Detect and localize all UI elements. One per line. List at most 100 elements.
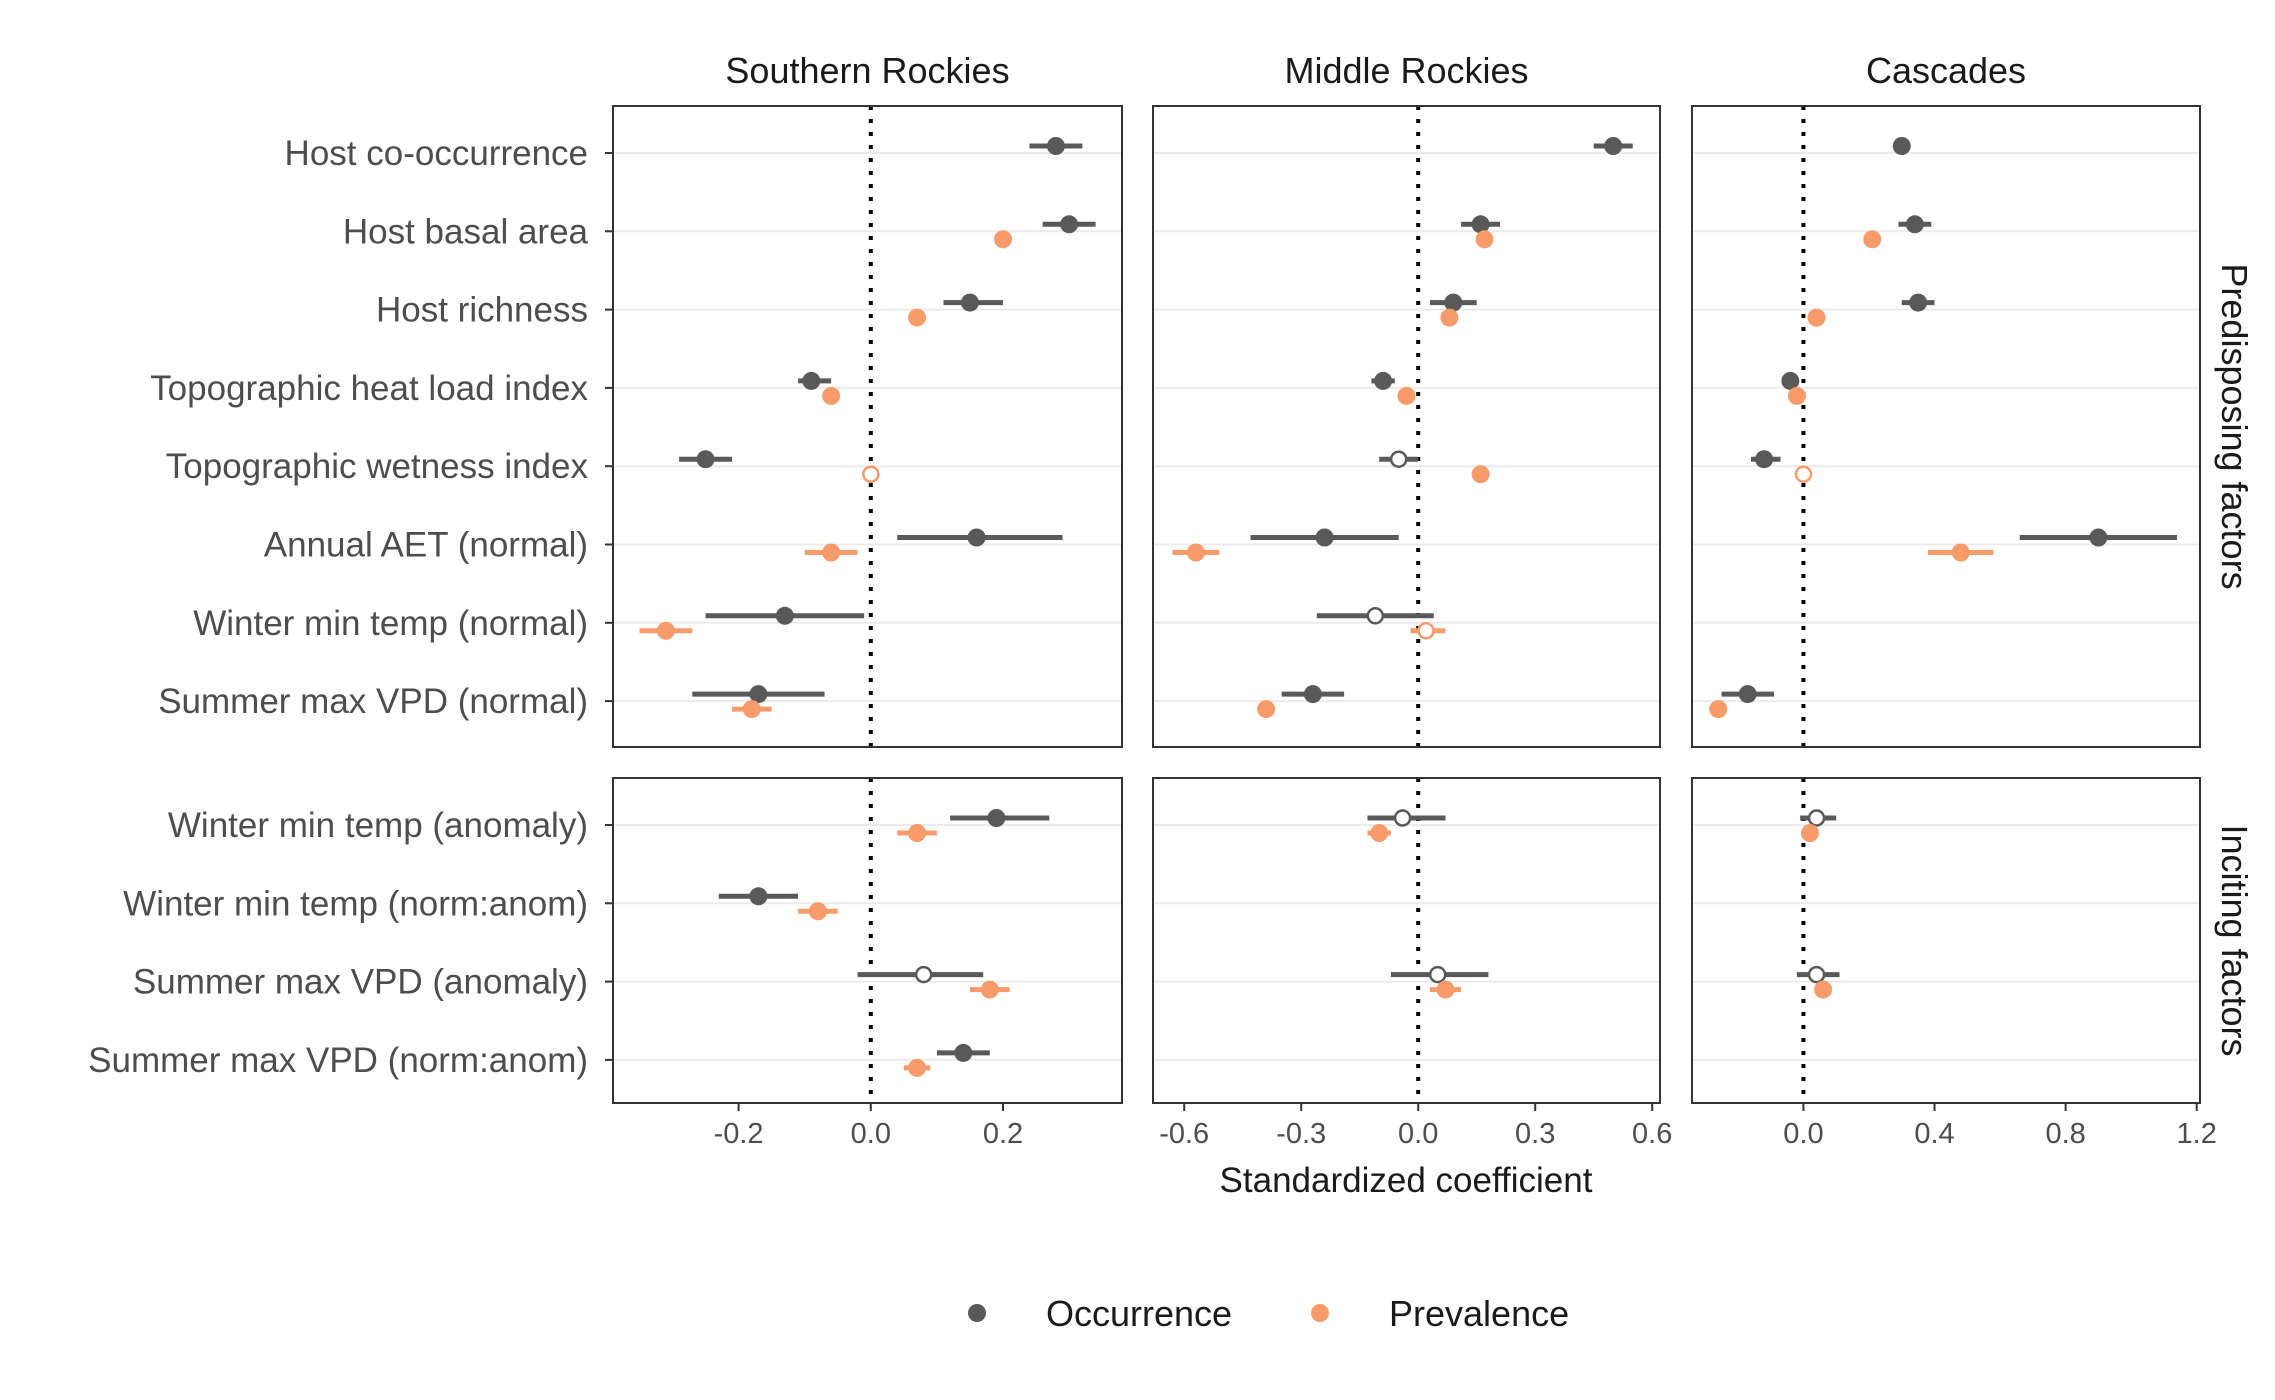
legend-item-prevalence: Prevalence [1311, 1293, 1569, 1334]
x-tick-label: 0.3 [1515, 1118, 1555, 1150]
point-prevalence-southern-rockies-summer-max-vpd-anomaly [980, 980, 999, 999]
point-prevalence-middle-rockies-summer-max-vpd-anomaly [1436, 980, 1455, 999]
point-prevalence-southern-rockies-winter-min-temp-normal [656, 621, 675, 640]
y-label-summer-max-vpd-norm-anom: Summer max VPD (norm:anom) [88, 1041, 588, 1080]
x-tick-label: -0.3 [1276, 1118, 1326, 1150]
y-label-host-co-occurrence: Host co-occurrence [285, 134, 588, 173]
point-prevalence-southern-rockies-topographic-heat-load-index [822, 386, 841, 405]
legend-label-occurrence: Occurrence [1046, 1293, 1232, 1334]
legend-label-prevalence: Prevalence [1389, 1293, 1569, 1334]
point-prevalence-southern-rockies-annual-aet-normal [822, 543, 841, 562]
point-prevalence-middle-rockies-host-richness [1440, 308, 1459, 327]
panel-middle-rockies-predisposing-factors [1152, 105, 1661, 748]
panel-border [612, 105, 1123, 748]
point-occurrence-southern-rockies-topographic-heat-load-index [802, 371, 821, 390]
point-occurrence-middle-rockies-annual-aet-normal [1315, 528, 1334, 547]
point-prevalence-southern-rockies-host-richness [908, 308, 927, 327]
series-prevalence [639, 230, 1994, 1077]
panel-border [1152, 777, 1661, 1104]
y-label-winter-min-temp-anomaly: Winter min temp (anomaly) [168, 806, 588, 845]
point-prevalence-middle-rockies-topographic-wetness-index [1471, 465, 1490, 484]
point-occurrence-middle-rockies-host-richness [1444, 293, 1463, 312]
panel-border [1691, 105, 2201, 748]
panel-border [612, 777, 1123, 1104]
point-prevalence-cascades-winter-min-temp-anomaly [1800, 824, 1819, 842]
point-occurrence-cascades-topographic-wetness-index [1755, 450, 1774, 469]
panel-southern-rockies-predisposing-factors [612, 105, 1123, 748]
point-prevalence-cascades-summer-max-vpd-normal [1709, 700, 1728, 719]
legend-key-prevalence [1311, 1304, 1329, 1322]
point-occurrence-middle-rockies-topographic-heat-load-index [1374, 371, 1393, 390]
point-prevalence-southern-rockies-summer-max-vpd-norm-anom [908, 1058, 927, 1077]
point-prevalence-middle-rockies-host-basal-area [1475, 230, 1494, 249]
point-prevalence-cascades-annual-aet-normal [1951, 543, 1970, 562]
point-occurrence-southern-rockies-summer-max-vpd-norm-anom [954, 1043, 973, 1062]
point-prevalence-cascades-host-basal-area [1863, 230, 1882, 249]
x-tick-label: 1.2 [2177, 1118, 2217, 1150]
point-prevalence-middle-rockies-winter-min-temp-normal [1417, 622, 1435, 640]
point-occurrence-southern-rockies-topographic-wetness-index [696, 450, 715, 469]
point-prevalence-middle-rockies-summer-max-vpd-normal [1257, 700, 1276, 719]
legend-key-occurrence [968, 1304, 986, 1322]
point-occurrence-southern-rockies-annual-aet-normal [967, 528, 986, 547]
point-occurrence-cascades-winter-min-temp-anomaly [1807, 809, 1826, 827]
y-label-host-richness: Host richness [376, 291, 588, 330]
point-occurrence-cascades-annual-aet-normal [2089, 528, 2108, 547]
point-occurrence-middle-rockies-winter-min-temp-anomaly [1393, 809, 1412, 827]
panel-cascades-inciting-factors [1691, 777, 2201, 1104]
point-occurrence-cascades-summer-max-vpd-normal [1738, 685, 1757, 704]
point-prevalence-southern-rockies-winter-min-temp-norm-anom [808, 902, 827, 921]
x-tick-label: 0.8 [2045, 1118, 2085, 1150]
point-occurrence-middle-rockies-summer-max-vpd-anomaly [1428, 965, 1447, 984]
y-label-topographic-wetness-index: Topographic wetness index [166, 447, 589, 486]
legend-item-occurrence: Occurrence [968, 1293, 1232, 1334]
point-occurrence-middle-rockies-host-co-occurrence [1604, 137, 1623, 155]
panel-title-southern-rockies: Southern Rockies [725, 50, 1009, 91]
panel-title-cascades: Cascades [1866, 50, 2026, 91]
x-tick-label: 0.0 [1398, 1118, 1438, 1150]
point-occurrence-cascades-host-richness [1909, 293, 1928, 312]
y-label-winter-min-temp-norm-anom: Winter min temp (norm:anom) [123, 884, 588, 923]
point-prevalence-cascades-host-richness [1807, 308, 1826, 327]
panel-cascades-predisposing-factors [1691, 105, 2201, 748]
panel-title-middle-rockies: Middle Rockies [1284, 50, 1528, 91]
point-prevalence-southern-rockies-topographic-wetness-index [862, 465, 880, 483]
y-label-summer-max-vpd-normal: Summer max VPD (normal) [158, 682, 588, 721]
point-occurrence-southern-rockies-summer-max-vpd-anomaly [914, 965, 933, 984]
y-label-host-basal-area: Host basal area [343, 212, 589, 251]
x-tick-label: -0.6 [1159, 1118, 1209, 1150]
plot-area [612, 105, 2201, 1111]
y-label-annual-aet-normal: Annual AET (normal) [264, 526, 588, 565]
point-occurrence-southern-rockies-winter-min-temp-norm-anom [749, 887, 768, 906]
y-label-topographic-heat-load-index: Topographic heat load index [150, 369, 588, 408]
point-occurrence-cascades-host-basal-area [1905, 215, 1924, 234]
series-occurrence [679, 137, 2178, 1062]
group-label-inciting-factors: Inciting factors [2214, 824, 2255, 1056]
panel-southern-rockies-inciting-factors [612, 777, 1123, 1104]
point-prevalence-cascades-topographic-wetness-index [1794, 465, 1813, 483]
point-prevalence-middle-rockies-winter-min-temp-anomaly [1370, 824, 1389, 842]
x-tick-label: 0.0 [851, 1118, 891, 1150]
x-tick-label: -0.2 [714, 1118, 764, 1150]
point-occurrence-southern-rockies-winter-min-temp-normal [775, 606, 794, 625]
x-tick-label: 0.2 [983, 1118, 1023, 1150]
point-occurrence-middle-rockies-winter-min-temp-normal [1366, 607, 1385, 625]
point-occurrence-southern-rockies-host-co-occurrence [1046, 137, 1065, 155]
y-label-summer-max-vpd-anomaly: Summer max VPD (anomaly) [133, 963, 588, 1002]
group-label-predisposing-factors: Predisposing factors [2214, 263, 2255, 589]
panel-border [1691, 777, 2201, 1104]
point-occurrence-southern-rockies-summer-max-vpd-normal [749, 685, 768, 704]
point-occurrence-middle-rockies-host-basal-area [1471, 215, 1490, 234]
point-prevalence-southern-rockies-winter-min-temp-anomaly [908, 824, 927, 842]
panel-border [1152, 105, 1661, 748]
point-prevalence-southern-rockies-host-basal-area [994, 230, 1013, 249]
point-occurrence-cascades-host-co-occurrence [1892, 137, 1911, 155]
point-prevalence-cascades-topographic-heat-load-index [1787, 386, 1806, 405]
point-occurrence-southern-rockies-winter-min-temp-anomaly [987, 809, 1006, 827]
point-occurrence-middle-rockies-topographic-wetness-index [1389, 450, 1408, 468]
point-prevalence-cascades-summer-max-vpd-anomaly [1814, 980, 1833, 999]
point-prevalence-southern-rockies-summer-max-vpd-normal [742, 700, 761, 719]
x-tick-label: 0.4 [1914, 1118, 1954, 1150]
point-occurrence-cascades-summer-max-vpd-anomaly [1807, 965, 1826, 984]
